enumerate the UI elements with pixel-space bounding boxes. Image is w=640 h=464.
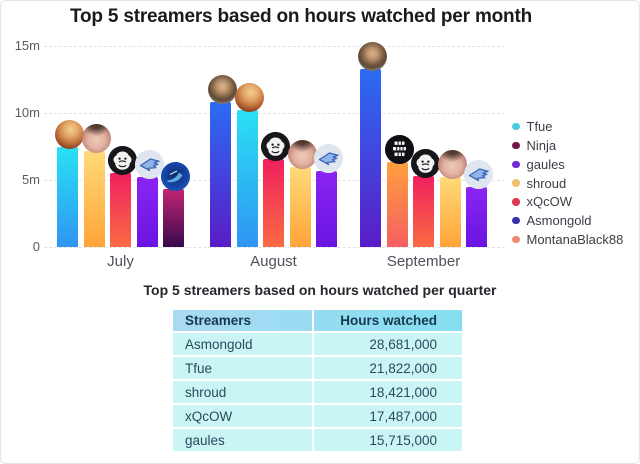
winged-logo-avatar-icon: [464, 160, 493, 189]
bar-tfue-july: [55, 120, 84, 247]
gridline-0: [44, 247, 505, 248]
y-axis-tick-label: 10m: [14, 105, 40, 120]
eagle-logo-avatar-icon: [161, 162, 190, 191]
shroud-face-avatar-icon: [81, 124, 111, 153]
legend-dot: [512, 141, 520, 150]
streamer-name-cell: Tfue: [173, 357, 312, 379]
hours-watched-cell: 15,715,000: [312, 429, 462, 451]
bar-asmongold-august: [208, 75, 237, 247]
gorilla-logo-avatar-icon: [411, 149, 440, 178]
hours-watched-cell: 21,822,000: [312, 357, 462, 379]
legend-item-ninja: Ninja: [512, 137, 623, 153]
y-axis-tick-label: 0: [32, 239, 40, 254]
gridline-10m: [44, 113, 505, 114]
asmongold-face-avatar-icon: [208, 75, 237, 104]
legend-dot: [512, 235, 520, 244]
y-axis-tick-label: 5m: [21, 172, 40, 187]
bar-group-august: [208, 45, 343, 247]
y-axis-tick-label: 15m: [14, 38, 40, 53]
gridline-15m: [44, 46, 505, 47]
bar-asmongold-september: [358, 42, 387, 247]
col-header-hours-watched: Hours watched: [312, 310, 462, 331]
bar-xqcow-august: [261, 132, 290, 247]
bar-gaules-july: [134, 150, 164, 247]
table-row-xqcow: xQcOW 17,487,000: [173, 405, 462, 427]
legend-dot: [512, 179, 520, 187]
legend-label: gaules: [526, 156, 565, 172]
streamer-name-cell: gaules: [173, 429, 312, 451]
shroud-face-avatar-icon: [437, 150, 467, 179]
quarter-table: Streamers Hours watched Asmongold 28,681,00…: [173, 310, 462, 453]
chart-title: Top 5 streamers based on hours watched p…: [70, 6, 532, 27]
bar-xqcow-july: [108, 146, 137, 247]
asmongold-face-avatar-icon: [358, 42, 387, 71]
legend-item-asmongold: Asmongold: [512, 213, 623, 229]
legend-dot: [512, 198, 520, 206]
legend-label: Asmongold: [526, 213, 592, 229]
hours-watched-cell: 17,487,000: [312, 405, 462, 427]
x-axis-label-july: July: [107, 253, 134, 270]
chart-legend: Tfue Ninja gaules shroud xQcOW Asmongold Monta…: [512, 119, 624, 251]
legend-item-shroud: shroud: [512, 175, 623, 191]
table-body: Asmongold 28,681,000 Tfue 21,822,000 shroud 1…: [173, 333, 462, 451]
table-row-shroud: shroud 18,421,000: [173, 381, 462, 403]
tfue-face-avatar-icon: [234, 83, 264, 112]
bar-group-september: [358, 42, 493, 247]
legend-label: shroud: [526, 175, 567, 191]
streamer-name-cell: xQcOW: [173, 405, 312, 427]
bar-shroud-july: [81, 124, 111, 247]
shroud-face-avatar-icon: [287, 140, 317, 169]
table-row-gaules: gaules 15,715,000: [173, 429, 462, 451]
bar-ninja-july: [161, 162, 190, 247]
table-header-row: Streamers Hours watched: [173, 310, 462, 331]
legend-label: xQcOW: [526, 194, 573, 210]
getright-logo-avatar-icon: [384, 135, 414, 164]
tfue-face-avatar-icon: [55, 120, 84, 149]
legend-label: Tfue: [526, 119, 553, 135]
streamer-name-cell: shroud: [173, 381, 312, 403]
table-title: Top 5 streamers based on hours watched p…: [143, 282, 497, 298]
hours-watched-cell: 28,681,000: [312, 333, 462, 355]
bar-gaules-august: [314, 144, 343, 247]
legend-dot: [512, 216, 520, 225]
streamer-name-cell: Asmongold: [173, 333, 312, 355]
gorilla-logo-avatar-icon: [261, 132, 290, 161]
bar-gaules-september: [464, 160, 493, 247]
hours-watched-cell: 18,421,000: [312, 381, 462, 403]
legend-item-tfue: Tfue: [512, 119, 623, 135]
legend-item-montanablack88: MontanaBlack88: [512, 231, 624, 247]
bar-xqcow-september: [411, 149, 440, 247]
legend-item-gaules: gaules: [512, 156, 623, 172]
col-header-streamers: Streamers: [173, 310, 312, 331]
table-row-asmongold: Asmongold 28,681,000: [173, 333, 462, 355]
x-axis-label-september: September: [386, 253, 461, 270]
bar-montanablack88-september: [384, 135, 414, 247]
x-axis-label-august: August: [250, 253, 297, 270]
gorilla-logo-avatar-icon: [108, 146, 137, 175]
legend-label: MontanaBlack88: [526, 231, 624, 247]
bar-group-july: [55, 45, 190, 247]
bar-shroud-september: [437, 150, 467, 247]
winged-logo-avatar-icon: [134, 150, 164, 179]
winged-logo-avatar-icon: [314, 144, 343, 173]
legend-dot: [512, 122, 520, 131]
bar-shroud-august: [287, 140, 317, 247]
legend-dot: [512, 160, 520, 168]
legend-item-xqcow: xQcOW: [512, 194, 623, 210]
legend-label: Ninja: [526, 137, 557, 153]
bar-tfue-august: [234, 83, 264, 247]
table-row-tfue: Tfue 21,822,000: [173, 357, 462, 379]
